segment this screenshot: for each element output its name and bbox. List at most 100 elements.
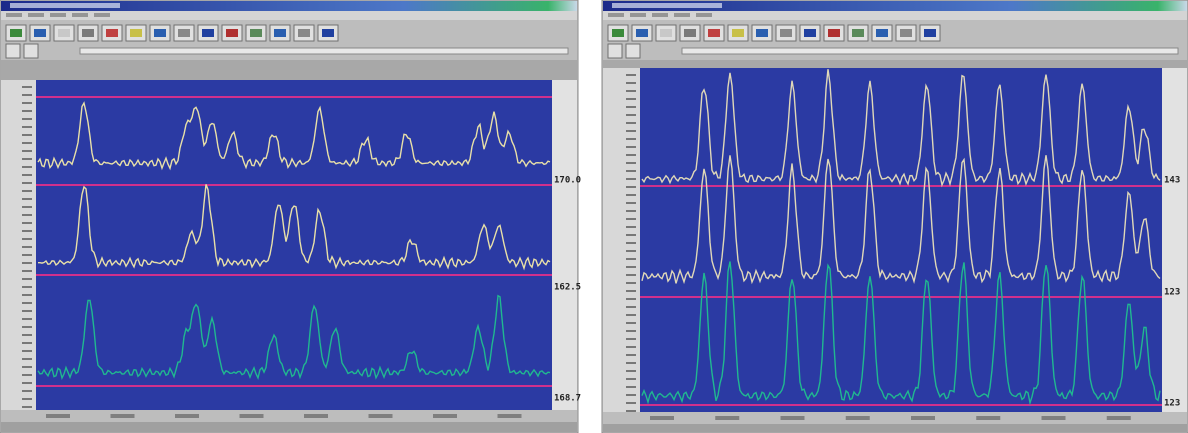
- scale-tick: [22, 126, 32, 128]
- scale-tick: [22, 94, 32, 96]
- scale-tick: [626, 234, 636, 236]
- scale-tick: [22, 222, 32, 224]
- icon: [58, 29, 70, 37]
- scale-tick: [626, 194, 636, 196]
- toolbar-button[interactable]: [608, 44, 622, 58]
- scale-tick: [22, 318, 32, 320]
- toolbar-button[interactable]: [24, 44, 38, 58]
- icon: [780, 29, 792, 37]
- title-text: [10, 3, 120, 8]
- menu-item: [72, 13, 88, 17]
- scale-tick: [626, 106, 636, 108]
- scale-tick: [22, 190, 32, 192]
- scale-tick: [22, 350, 32, 352]
- scale-tick: [626, 90, 636, 92]
- scale-tick: [626, 210, 636, 212]
- time-label: [846, 416, 870, 420]
- icon: [154, 29, 166, 37]
- time-label: [46, 414, 70, 418]
- scale-tick: [626, 186, 636, 188]
- icon: [250, 29, 262, 37]
- scale-tick: [626, 74, 636, 76]
- icon: [924, 29, 936, 37]
- menu-item: [50, 13, 66, 17]
- scale-label: 168.7: [554, 394, 581, 404]
- icon: [708, 29, 720, 37]
- scale-tick: [626, 346, 636, 348]
- icon: [322, 29, 334, 37]
- scale-tick: [626, 354, 636, 356]
- icon: [34, 29, 46, 37]
- scale-tick: [22, 342, 32, 344]
- time-label: [433, 414, 457, 418]
- scale-tick: [22, 110, 32, 112]
- scale-tick: [626, 266, 636, 268]
- scale-tick: [22, 326, 32, 328]
- scale-tick: [626, 402, 636, 404]
- time-label: [240, 414, 264, 418]
- toolbar-button[interactable]: [626, 44, 640, 58]
- scale-tick: [22, 118, 32, 120]
- scale-tick: [626, 410, 636, 412]
- screenshot: 170.0162.5168.7143123123: [0, 0, 1188, 433]
- scale-tick: [626, 298, 636, 300]
- time-label: [111, 414, 135, 418]
- icon: [804, 29, 816, 37]
- scale-tick: [22, 358, 32, 360]
- time-label: [650, 416, 674, 420]
- scale-tick: [626, 322, 636, 324]
- icon: [298, 29, 310, 37]
- scale-tick: [22, 134, 32, 136]
- scale-tick: [626, 146, 636, 148]
- scale-tick: [22, 158, 32, 160]
- time-label: [369, 414, 393, 418]
- time-label: [1042, 416, 1066, 420]
- scale-tick: [22, 278, 32, 280]
- right-panel: [1162, 68, 1187, 412]
- menu-item: [6, 13, 22, 17]
- scale-tick: [626, 202, 636, 204]
- scale-tick: [626, 258, 636, 260]
- icon: [828, 29, 840, 37]
- scale-tick: [626, 306, 636, 308]
- toolbar-button[interactable]: [6, 44, 20, 58]
- time-label: [1107, 416, 1131, 420]
- menu-item: [608, 13, 624, 17]
- scale-tick: [22, 142, 32, 144]
- scale-tick: [626, 378, 636, 380]
- icon: [10, 29, 22, 37]
- icon: [876, 29, 888, 37]
- scale-tick: [22, 382, 32, 384]
- scale-tick: [22, 398, 32, 400]
- scale-tick: [626, 138, 636, 140]
- scale-tick: [626, 250, 636, 252]
- scale-tick: [22, 254, 32, 256]
- time-label: [781, 416, 805, 420]
- scale-tick: [626, 162, 636, 164]
- menu-item: [674, 13, 690, 17]
- menu-item: [696, 13, 712, 17]
- menu-item: [28, 13, 44, 17]
- scale-tick: [22, 374, 32, 376]
- time-axis: [603, 412, 1187, 424]
- scale-tick: [626, 330, 636, 332]
- time-label: [304, 414, 328, 418]
- scale-tick: [22, 102, 32, 104]
- scale-label: 162.5: [554, 283, 581, 293]
- scale-tick: [22, 166, 32, 168]
- scale-tick: [22, 150, 32, 152]
- scale-tick: [22, 230, 32, 232]
- icon: [756, 29, 768, 37]
- scale-tick: [626, 362, 636, 364]
- icon: [732, 29, 744, 37]
- scale-tick: [626, 338, 636, 340]
- scale-tick: [626, 178, 636, 180]
- icon: [852, 29, 864, 37]
- time-label: [911, 416, 935, 420]
- scale-tick: [22, 270, 32, 272]
- menu-item: [652, 13, 668, 17]
- scale-tick: [626, 394, 636, 396]
- scale-tick: [626, 282, 636, 284]
- scale-tick: [22, 406, 32, 408]
